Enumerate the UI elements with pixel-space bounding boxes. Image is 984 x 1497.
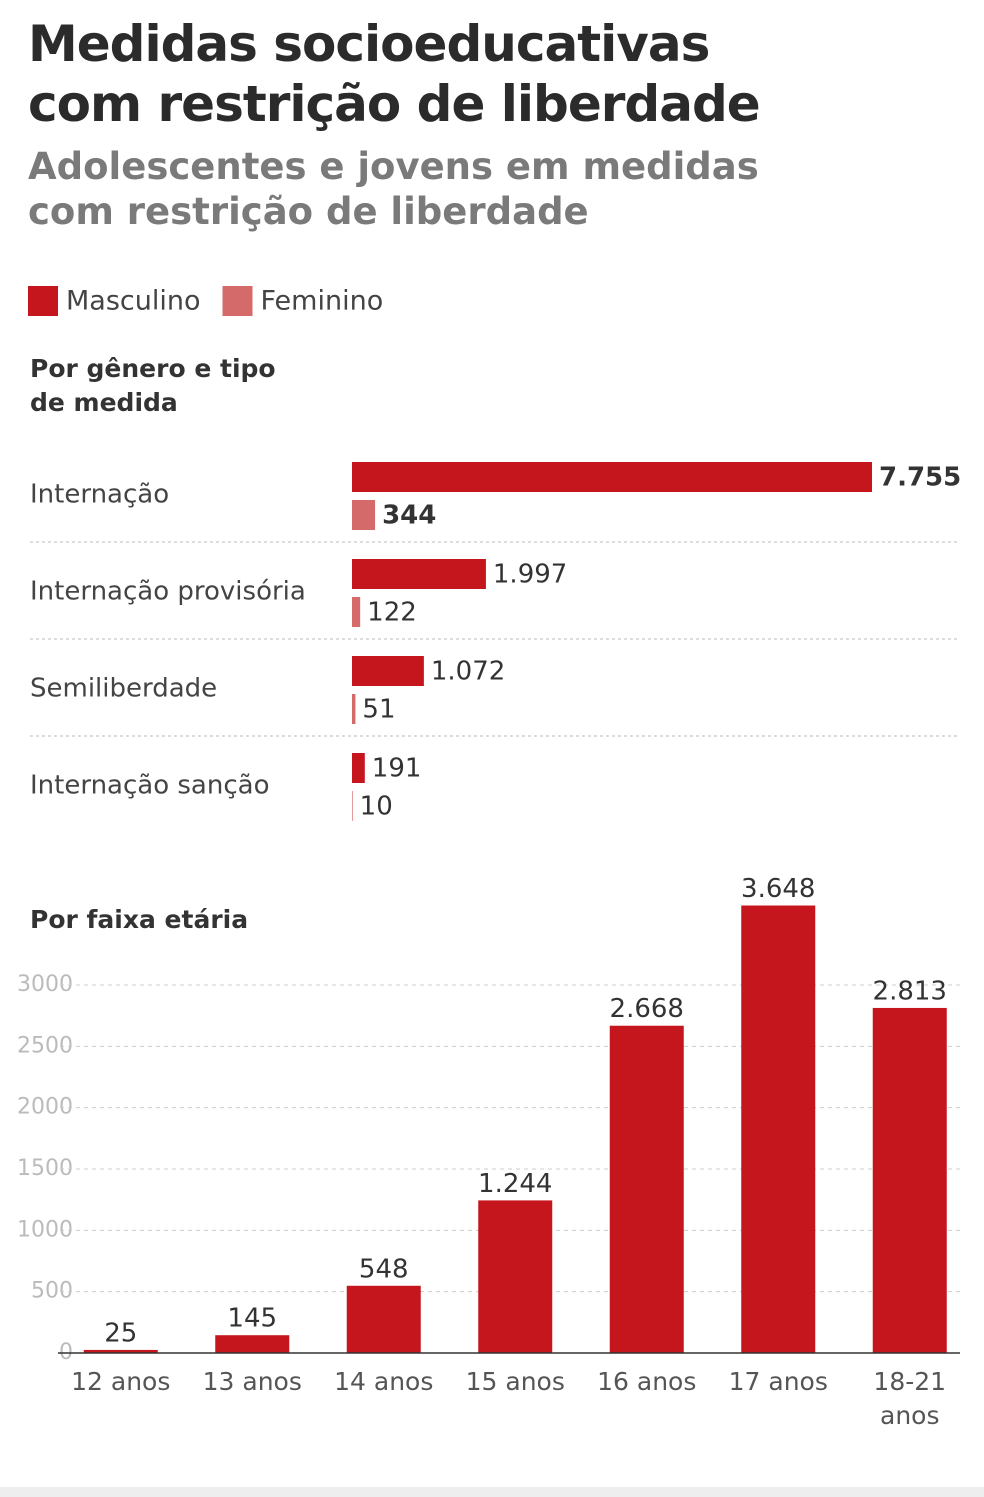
legend-swatch	[222, 286, 253, 316]
bar	[215, 1335, 290, 1353]
subtitle: Adolescentes e jovens em medidas com res…	[28, 145, 759, 233]
y-tick-label: 3000	[17, 972, 73, 997]
legend-label: Masculino	[66, 286, 201, 317]
y-tick-label: 1500	[17, 1156, 73, 1181]
x-tick-label: 12 anos	[71, 1367, 171, 1396]
category-label: Semiliberdade	[30, 674, 217, 704]
bar	[352, 597, 361, 627]
bar	[352, 559, 486, 589]
bar	[352, 500, 376, 530]
bar	[741, 905, 816, 1353]
bar	[609, 1025, 684, 1353]
value-label: 1.997	[493, 560, 567, 590]
x-tick-label: 15 anos	[465, 1367, 565, 1396]
category-label: Internação sanção	[30, 771, 269, 801]
value-label: 1.244	[478, 1169, 552, 1199]
bar	[872, 1007, 947, 1353]
legend-swatch	[28, 286, 58, 316]
x-tick-label: 17 anos	[728, 1367, 828, 1396]
value-label: 10	[360, 792, 393, 822]
y-tick-label: 2500	[17, 1033, 73, 1058]
x-tick-label: 14 anos	[334, 1367, 434, 1396]
value-label: 7.755	[879, 463, 961, 493]
bar	[352, 791, 353, 821]
value-label: 191	[372, 754, 422, 784]
value-label: 344	[382, 501, 436, 531]
y-tick-label: 2000	[17, 1095, 73, 1120]
x-tick-label: 13 anos	[202, 1367, 302, 1396]
category-label: Internação	[30, 480, 169, 510]
bar	[83, 1349, 158, 1353]
category-label: Internação provisória	[30, 577, 306, 607]
value-label: 122	[367, 598, 417, 628]
legend-label: Feminino	[261, 286, 384, 317]
value-label: 1.072	[431, 657, 505, 687]
value-label: 25	[104, 1318, 137, 1348]
bar	[478, 1200, 553, 1353]
footer-strip	[0, 1487, 984, 1497]
bar	[352, 694, 356, 724]
bar	[352, 656, 424, 686]
title: Medidas socioeducativas com restrição de…	[28, 15, 761, 133]
value-label: 2.813	[873, 976, 947, 1006]
bar	[346, 1285, 421, 1353]
value-label: 2.668	[610, 994, 684, 1024]
section-title: Por faixa etária	[30, 905, 249, 934]
value-label: 3.648	[741, 874, 815, 904]
section-title: Por gênero e tipo de medida	[30, 354, 276, 417]
bar	[352, 753, 365, 783]
value-label: 548	[359, 1254, 409, 1284]
bar	[352, 462, 872, 492]
x-tick-label: 18-21 anos	[873, 1367, 947, 1430]
value-label: 51	[362, 695, 395, 725]
y-tick-label: 500	[31, 1279, 73, 1304]
value-label: 145	[227, 1304, 277, 1334]
x-tick-label: 16 anos	[597, 1367, 697, 1396]
y-tick-label: 1000	[17, 1217, 73, 1242]
